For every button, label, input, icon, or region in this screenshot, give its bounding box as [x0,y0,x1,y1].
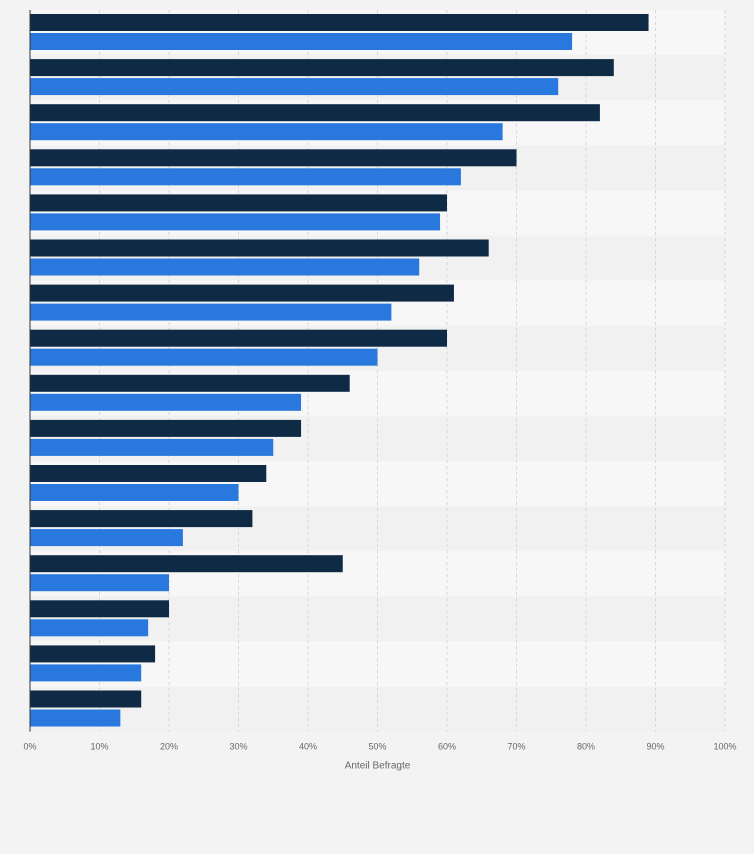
bar [30,329,447,347]
bar [30,438,274,456]
x-tick-label: 20% [160,742,178,752]
x-tick-label: 60% [438,742,456,752]
bar [30,664,142,682]
bar [30,419,302,437]
bar [30,529,183,547]
bar [30,465,267,482]
bar [30,258,420,276]
bar [30,59,614,77]
bar [30,619,149,637]
x-tick-label: 70% [507,742,525,752]
bar [30,149,517,167]
bar [30,168,461,186]
bar [30,194,447,212]
x-tick-label: 40% [299,742,317,752]
bar [30,374,350,392]
bar [30,393,302,411]
bar [30,213,441,231]
bar [30,690,142,708]
bar [30,600,169,618]
bar [30,348,378,366]
bar [30,14,649,31]
bar [30,645,156,663]
x-axis-label: Anteil Befragte [345,761,411,772]
x-tick-label: 50% [368,742,386,752]
bar [30,78,559,96]
bar [30,123,503,141]
x-tick-label: 100% [713,742,736,752]
x-tick-label: 10% [90,742,108,752]
bar [30,303,392,321]
x-tick-label: 0% [23,742,36,752]
bar [30,284,454,302]
bar [30,555,343,573]
bar [30,709,121,727]
x-tick-label: 90% [646,742,664,752]
x-tick-label: 80% [577,742,595,752]
bar [30,104,600,122]
bar [30,574,169,592]
bar [30,239,489,257]
x-tick-label: 30% [229,742,247,752]
bar [30,33,573,50]
bar [30,484,239,501]
bar [30,510,253,528]
